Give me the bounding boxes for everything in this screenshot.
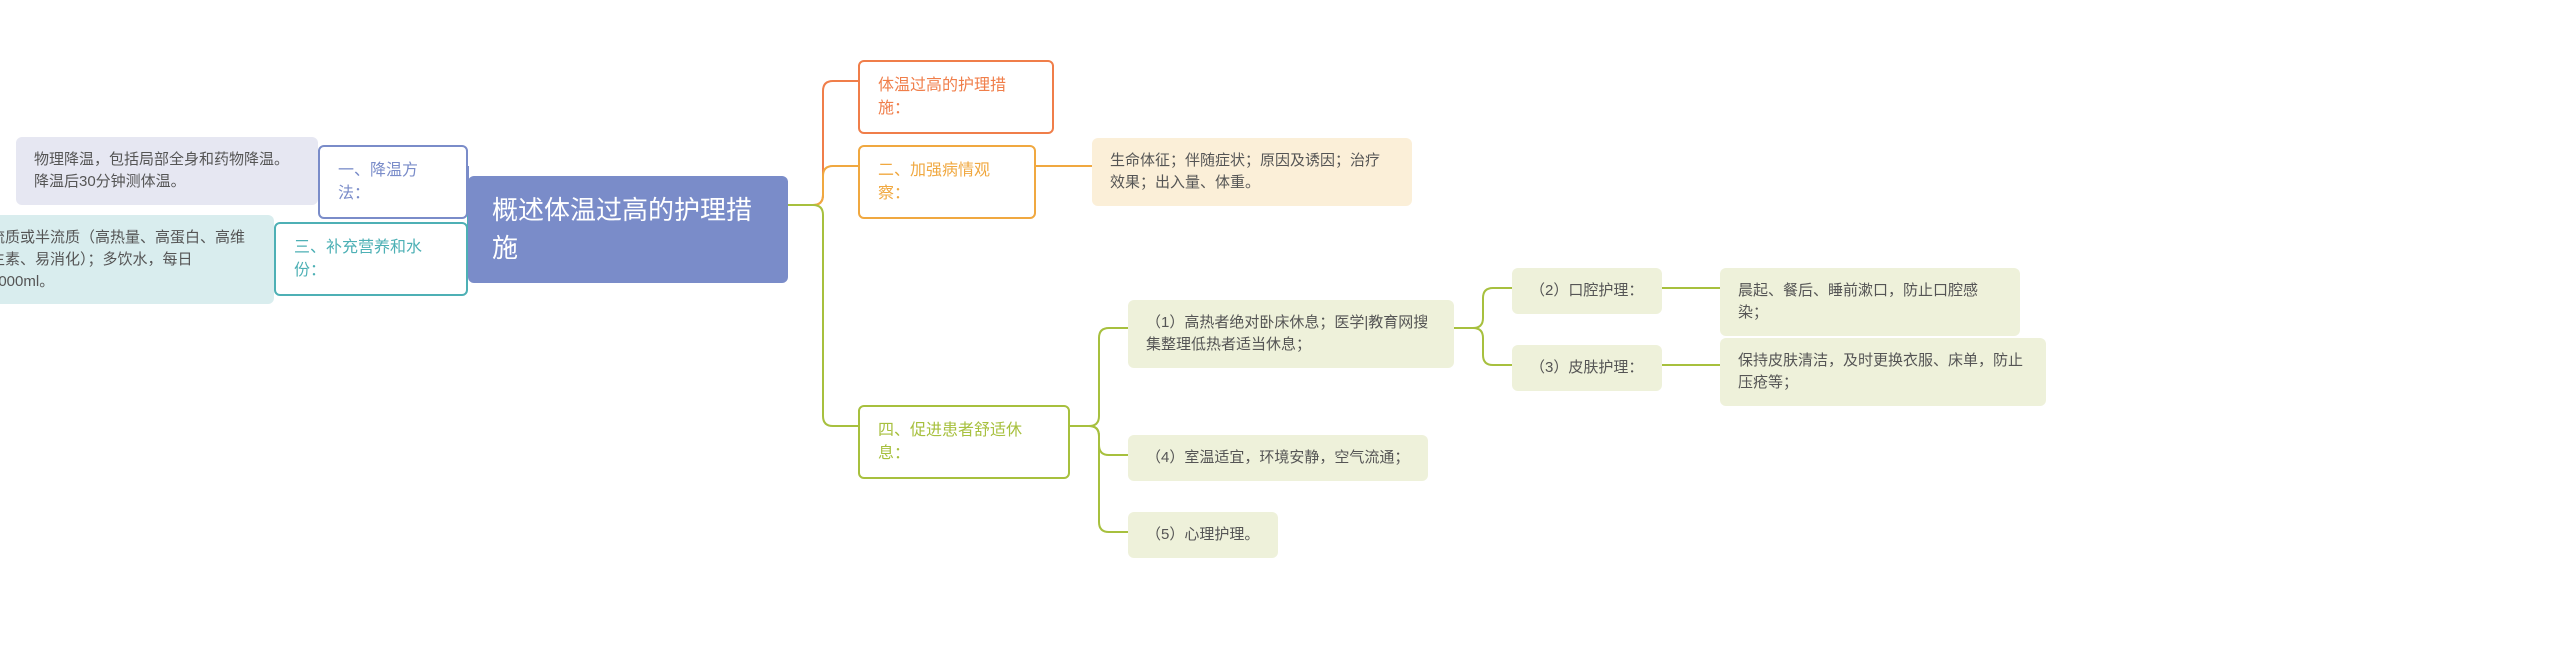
connector <box>788 81 858 205</box>
mindmap-node-r4[interactable]: 四、促进患者舒适休息： <box>858 405 1070 479</box>
connector <box>1070 426 1128 455</box>
connector <box>788 205 858 426</box>
mindmap-node-l3[interactable]: 三、补充营养和水份： <box>274 222 468 296</box>
mindmap-node-r4-1-a[interactable]: （2）口腔护理： <box>1512 268 1662 314</box>
mindmap-node-r4-4[interactable]: （4）室温适宜，环境安静，空气流通； <box>1128 435 1428 481</box>
mindmap-node-r0[interactable]: 体温过高的护理措施： <box>858 60 1054 134</box>
mindmap-node-r2[interactable]: 二、加强病情观察： <box>858 145 1036 219</box>
connector <box>788 166 858 205</box>
mindmap-node-r2-1[interactable]: 生命体征；伴随症状；原因及诱因；治疗效果；出入量、体重。 <box>1092 138 1412 206</box>
mindmap-node-l1-1[interactable]: 物理降温，包括局部全身和药物降温。降温后30分钟测体温。 <box>16 137 318 205</box>
connector <box>1454 288 1512 328</box>
mindmap-node-l3-1[interactable]: 流质或半流质（高热量、高蛋白、高维生素、易消化）；多饮水，每日3000ml。 <box>0 215 274 304</box>
mindmap-node-r4-5[interactable]: （5）心理护理。 <box>1128 512 1278 558</box>
connector <box>1070 328 1128 426</box>
mindmap-node-root[interactable]: 概述体温过高的护理措施 <box>468 176 788 283</box>
connector <box>1070 426 1128 532</box>
mindmap-node-r4-1-b[interactable]: （3）皮肤护理： <box>1512 345 1662 391</box>
mindmap-node-r4-1[interactable]: （1）高热者绝对卧床休息；医学|教育网搜集整理低热者适当休息； <box>1128 300 1454 368</box>
mindmap-node-l1[interactable]: 一、降温方法： <box>318 145 468 219</box>
mindmap-node-r4-1-b-1[interactable]: 保持皮肤清洁，及时更换衣服、床单，防止压疮等； <box>1720 338 2046 406</box>
mindmap-node-r4-1-a-1[interactable]: 晨起、餐后、睡前漱口，防止口腔感染； <box>1720 268 2020 336</box>
connector <box>1454 328 1512 365</box>
